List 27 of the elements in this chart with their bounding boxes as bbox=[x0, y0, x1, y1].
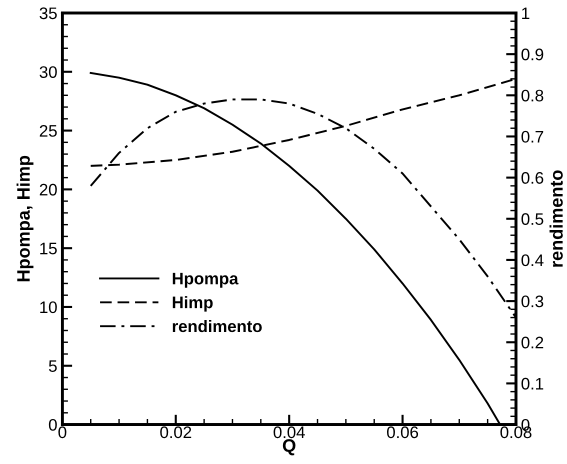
y2-tick-label: 0.3 bbox=[521, 295, 544, 308]
y-tick-label: 10 bbox=[40, 301, 57, 314]
x-tick-label: 0 bbox=[58, 426, 66, 438]
x-tick-label: 0.06 bbox=[387, 426, 418, 438]
x-tick-label: 0.04 bbox=[274, 426, 305, 438]
y2-tick-label: 1 bbox=[522, 8, 530, 20]
y2-tick-label: 0.5 bbox=[521, 213, 544, 225]
x-axis-title: Q bbox=[282, 439, 296, 456]
y-axis-title: Hpompa, Himp bbox=[16, 156, 34, 282]
y-tick-label: 15 bbox=[40, 242, 57, 254]
y2-tick-label: 0.8 bbox=[521, 90, 544, 102]
y2-tick-label: 0.6 bbox=[521, 172, 544, 184]
y2-tick-label: 0.2 bbox=[521, 336, 544, 348]
legend-label: rendimento bbox=[172, 320, 262, 332]
y2-tick-label: 0.4 bbox=[521, 254, 544, 266]
x-tick-label: 0.02 bbox=[160, 426, 192, 438]
y2-axis-title: rendimento bbox=[550, 170, 563, 267]
y-tick-label: 5 bbox=[48, 360, 57, 372]
y2-tick-label: 0.7 bbox=[521, 130, 544, 143]
y2-tick-label: 0.9 bbox=[521, 48, 544, 60]
y-tick-label: 25 bbox=[40, 124, 57, 137]
y2-tick-label: 0.1 bbox=[521, 378, 544, 390]
y-tick-label: 20 bbox=[40, 184, 57, 196]
legend-label: Hpompa bbox=[172, 272, 238, 288]
y-tick-label: 35 bbox=[40, 7, 57, 20]
legend-label: Himp bbox=[172, 296, 213, 312]
y-tick-label: 30 bbox=[40, 66, 57, 78]
